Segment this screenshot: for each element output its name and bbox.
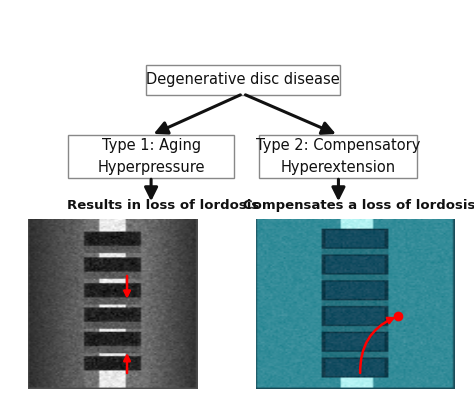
Text: Type 1: Aging
Hyperpressure: Type 1: Aging Hyperpressure xyxy=(97,138,205,175)
Text: Type 2: Compensatory
Hyperextension: Type 2: Compensatory Hyperextension xyxy=(256,138,420,175)
FancyBboxPatch shape xyxy=(259,135,418,178)
FancyBboxPatch shape xyxy=(146,64,340,95)
Text: Results in loss of lordosis: Results in loss of lordosis xyxy=(66,199,259,213)
FancyBboxPatch shape xyxy=(68,135,234,178)
Text: Compensates a loss of lordosis: Compensates a loss of lordosis xyxy=(243,199,474,213)
Text: Degenerative disc disease: Degenerative disc disease xyxy=(146,72,340,88)
